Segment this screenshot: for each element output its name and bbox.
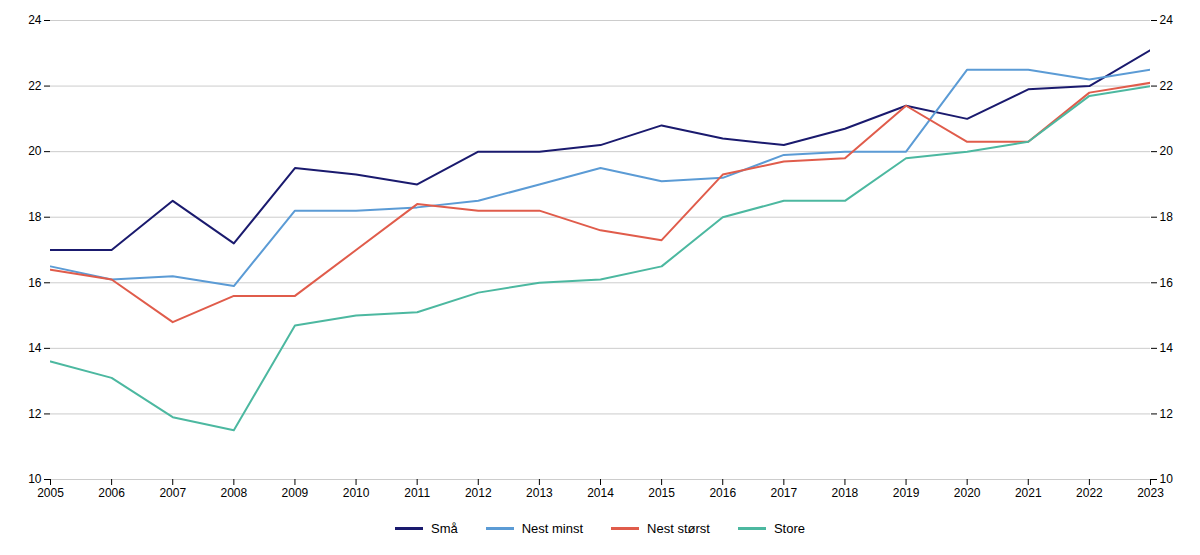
svg-text:2010: 2010 <box>343 486 370 500</box>
svg-text:2007: 2007 <box>159 486 186 500</box>
svg-text:2016: 2016 <box>709 486 736 500</box>
svg-text:24: 24 <box>28 13 42 27</box>
svg-text:10: 10 <box>1160 472 1174 486</box>
svg-text:22: 22 <box>28 79 42 93</box>
svg-text:18: 18 <box>28 210 42 224</box>
svg-text:2006: 2006 <box>98 486 125 500</box>
svg-text:2012: 2012 <box>465 486 492 500</box>
html-text:Nest minst: Nest minst <box>521 521 584 536</box>
svg-text:2017: 2017 <box>770 486 797 500</box>
svg-text:2008: 2008 <box>220 486 247 500</box>
svg-text:16: 16 <box>28 276 42 290</box>
html-text:Nest størst: Nest størst <box>647 521 710 536</box>
svg-text:24: 24 <box>1160 13 1174 27</box>
svg-text:2013: 2013 <box>526 486 553 500</box>
svg-text:2021: 2021 <box>1015 486 1042 500</box>
svg-text:22: 22 <box>1160 79 1174 93</box>
svg-text:14: 14 <box>1160 341 1174 355</box>
svg-text:2023: 2023 <box>1137 486 1164 500</box>
html-text:Store: Store <box>774 521 805 536</box>
svg-text:2020: 2020 <box>954 486 981 500</box>
svg-text:12: 12 <box>28 407 42 421</box>
svg-text:2019: 2019 <box>893 486 920 500</box>
svg-text:2018: 2018 <box>832 486 859 500</box>
svg-text:14: 14 <box>28 341 42 355</box>
svg-text:10: 10 <box>28 472 42 486</box>
svg-text:2005: 2005 <box>37 486 64 500</box>
svg-text:2009: 2009 <box>282 486 309 500</box>
svg-text:20: 20 <box>28 144 42 158</box>
svg-text:2015: 2015 <box>648 486 675 500</box>
svg-text:2014: 2014 <box>587 486 614 500</box>
svg-text:2011: 2011 <box>404 486 430 500</box>
svg-text:12: 12 <box>1160 407 1174 421</box>
svg-text:16: 16 <box>1160 276 1174 290</box>
svg-text:20: 20 <box>1160 144 1174 158</box>
html-text:Små: Små <box>431 521 458 536</box>
svg-text:2022: 2022 <box>1076 486 1103 500</box>
svg-text:18: 18 <box>1160 210 1174 224</box>
